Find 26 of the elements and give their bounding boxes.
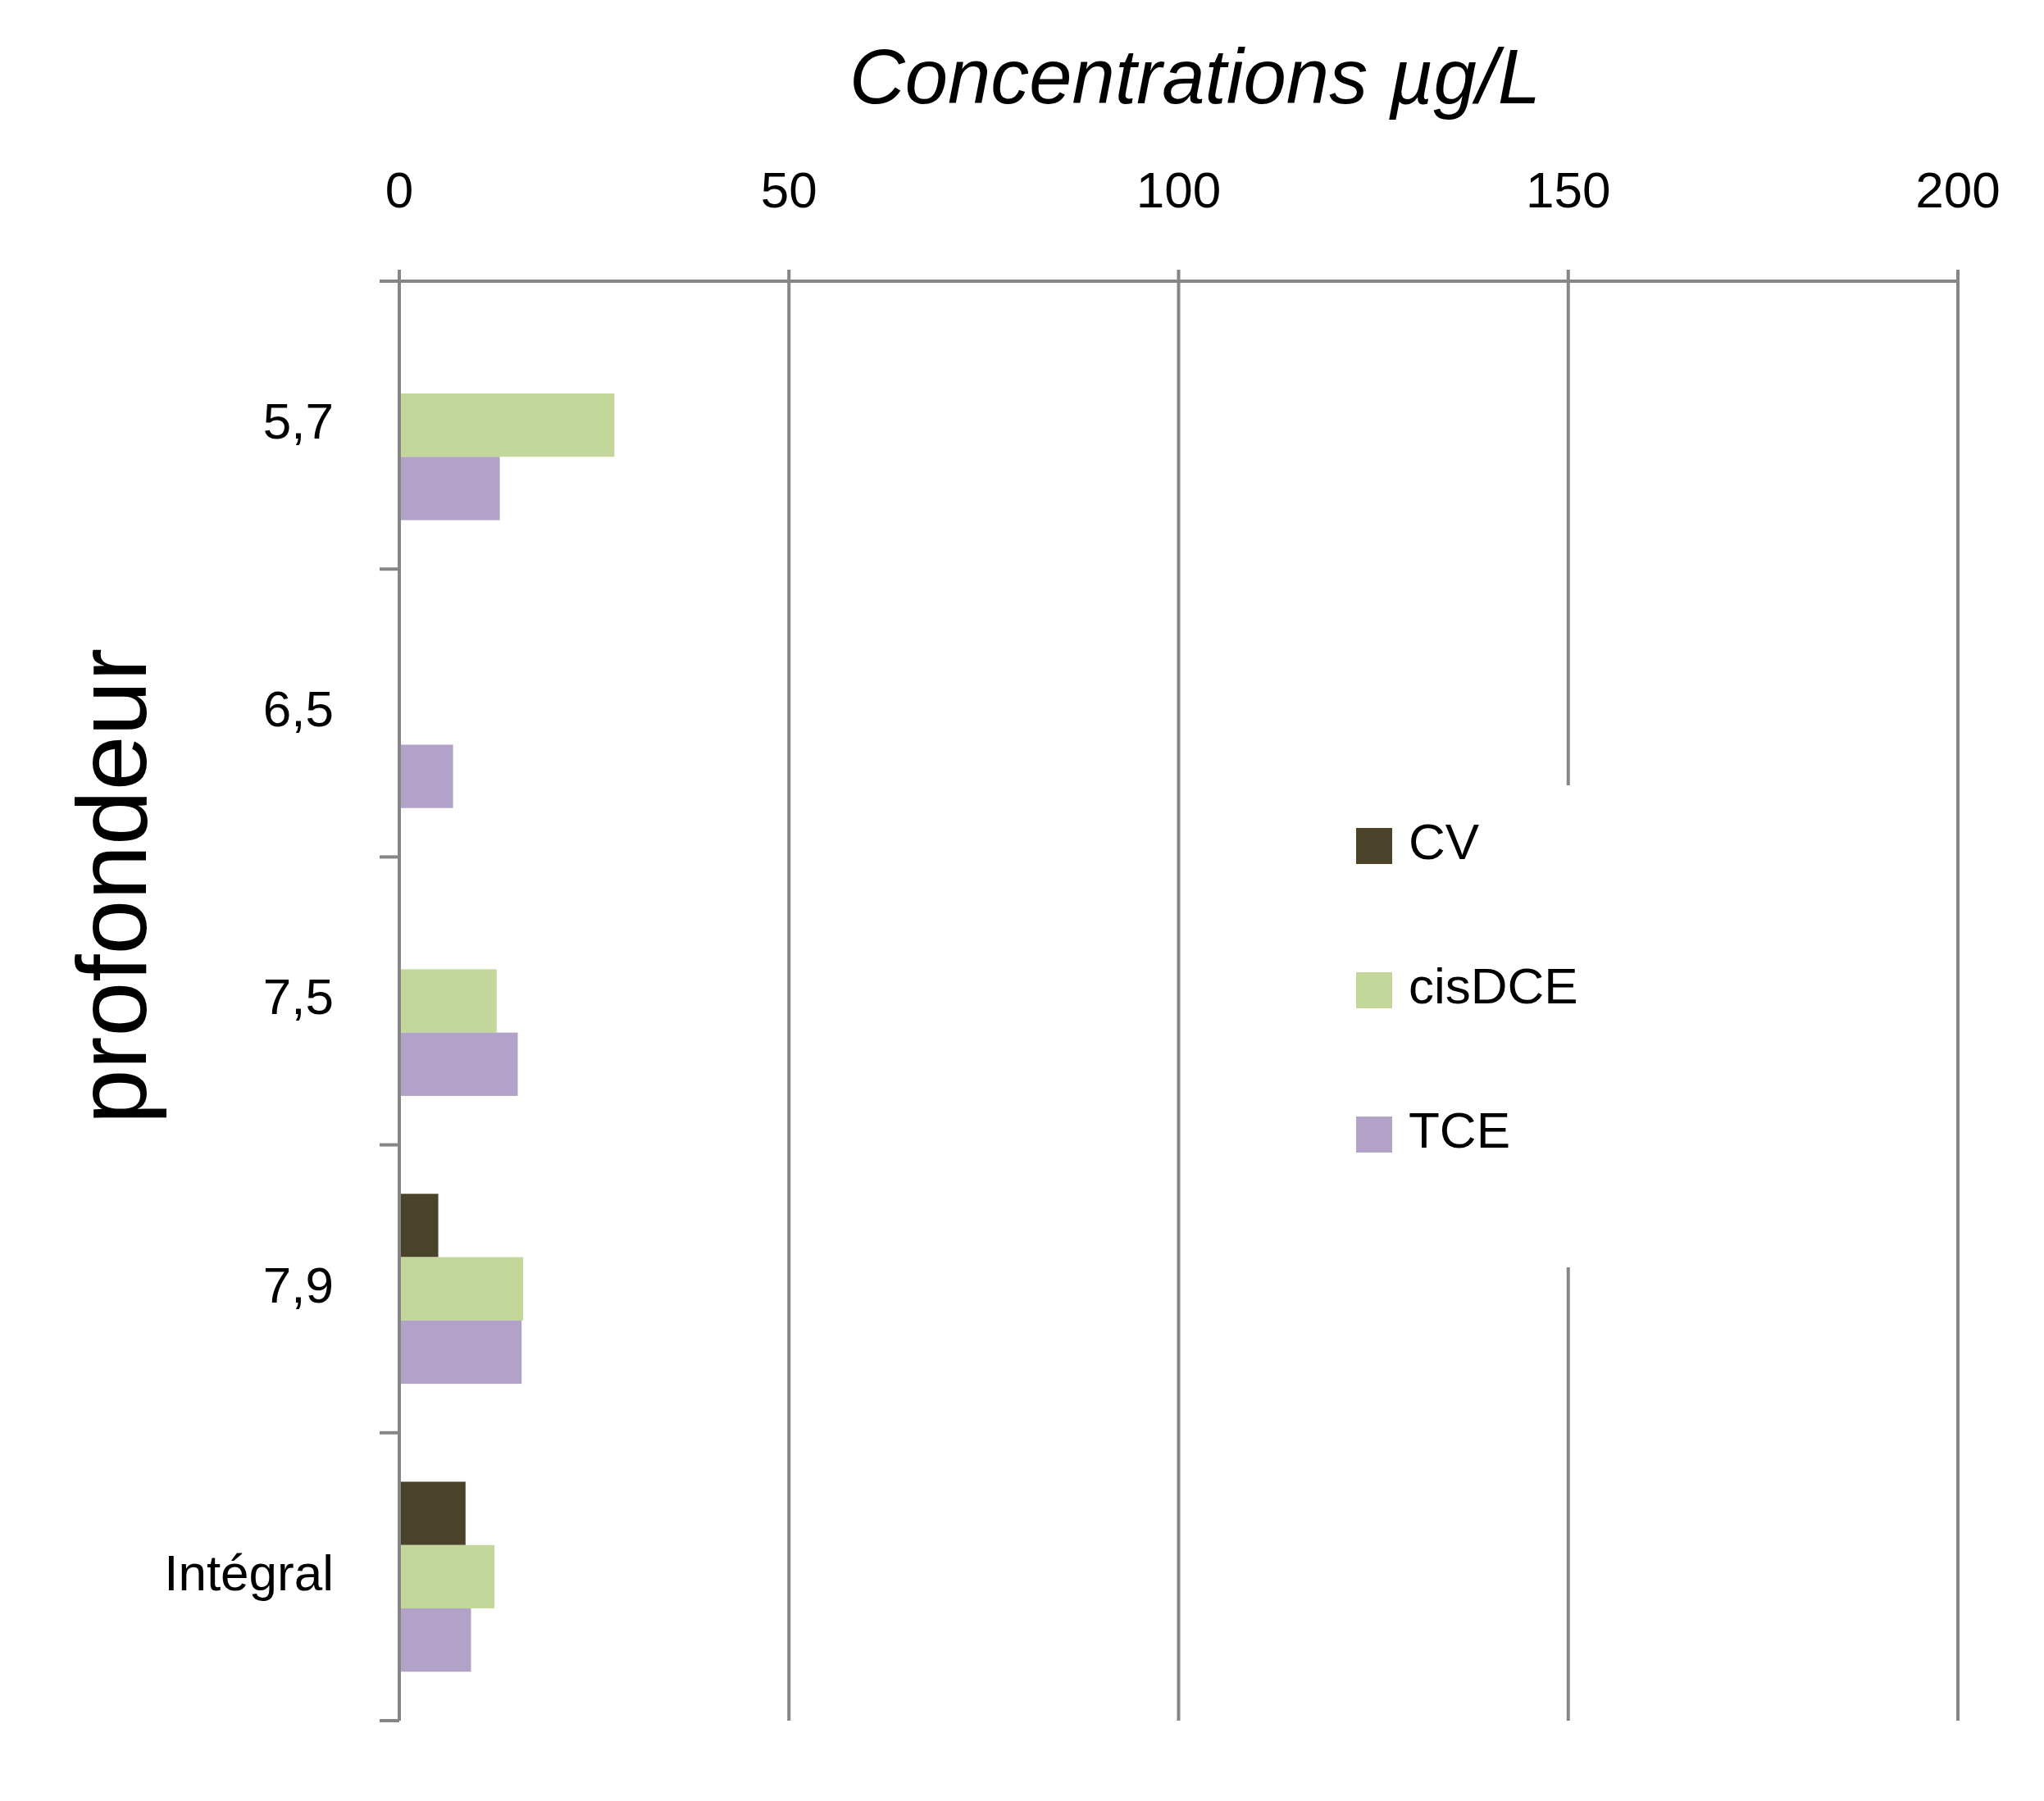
x-tick-label: 100 — [1136, 161, 1222, 218]
y-tick-label: 6,5 — [262, 680, 334, 738]
bar — [399, 1032, 518, 1096]
bar — [399, 393, 615, 457]
y-tick-label: 5,7 — [262, 392, 334, 449]
x-tick-label: 0 — [385, 161, 414, 218]
bar — [399, 457, 500, 521]
x-tick-label: 200 — [1915, 161, 2001, 218]
y-tick-label: 7,9 — [262, 1256, 334, 1313]
y-tick-label: Intégral — [164, 1544, 334, 1601]
y-axis-title: profondeur — [57, 648, 166, 1125]
bar — [399, 744, 453, 808]
legend-label: TCE — [1409, 1102, 1510, 1159]
legend-label: cisDCE — [1409, 957, 1578, 1015]
bar — [399, 1194, 439, 1258]
bar — [399, 1257, 524, 1321]
bar — [399, 1320, 522, 1385]
x-tick-label: 50 — [760, 161, 817, 218]
y-tick-label: 7,5 — [262, 968, 334, 1026]
bar — [399, 1544, 494, 1609]
bar — [399, 969, 497, 1033]
bar — [399, 1481, 466, 1545]
bar — [399, 1608, 471, 1672]
x-tick-label: 150 — [1526, 161, 1611, 218]
legend-label: CV — [1409, 813, 1480, 871]
x-axis-title: Concentrations µg/L — [849, 34, 1541, 120]
